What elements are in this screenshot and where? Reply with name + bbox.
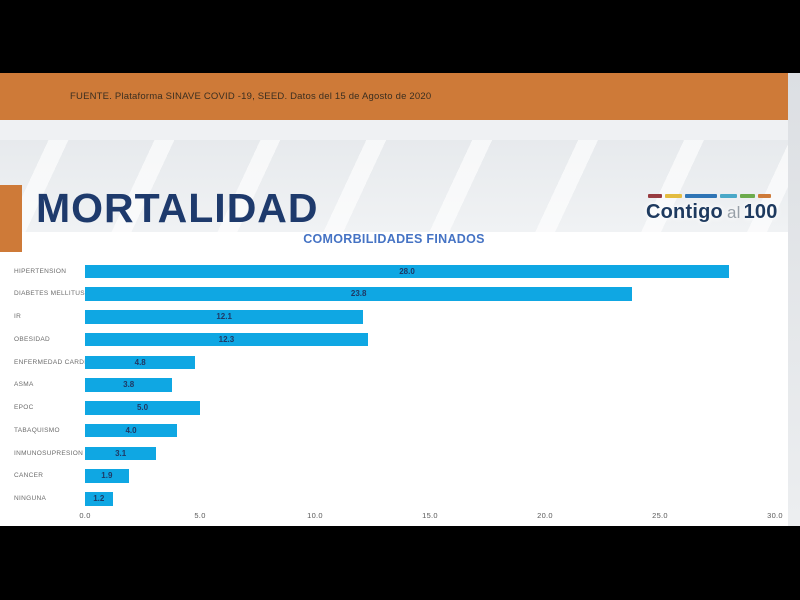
plot-area: HIPERTENSION 28.0 DIABETES MELLITUS 23.8 IR 1…	[0, 261, 788, 509]
bar	[85, 401, 200, 415]
bar-value-label: 23.8	[350, 289, 367, 299]
bar	[85, 446, 157, 460]
category-label: DIABETES MELLITUS	[14, 290, 85, 298]
logo-dash	[720, 194, 737, 198]
bar-value-label: 1.2	[93, 494, 105, 503]
bar-value-label: 5.0	[136, 403, 149, 412]
chart-row: HIPERTENSION 28.0	[0, 264, 788, 279]
x-axis-tick: 20.0	[537, 511, 553, 520]
category-label: OBESIDAD	[14, 335, 50, 343]
logo-word-contigo: Contigo	[646, 200, 723, 223]
letterbox-top	[0, 0, 800, 73]
category-label: HIPERTENSION	[14, 267, 67, 275]
chart-row: ENFERMEDAD CARDIACA 4.8	[0, 355, 788, 370]
chart-row: DIABETES MELLITUS 23.8	[0, 287, 788, 301]
x-axis-tick: 5.0	[194, 511, 206, 520]
source-banner: FUENTE. Plataforma SINAVE COVID -19, SEE…	[0, 73, 793, 120]
logo-dash	[740, 194, 755, 198]
category-label: IR	[14, 313, 22, 320]
category-label: NINGUNA	[14, 495, 47, 502]
bar-value-label: 4.8	[134, 357, 146, 367]
logo-dash	[758, 194, 771, 198]
category-label: ENFERMEDAD CARDIACA	[14, 358, 101, 366]
slide-top-strip	[0, 120, 788, 140]
chart-row: IR 12.1	[0, 310, 788, 324]
bar-value-label: 28.0	[399, 266, 415, 276]
right-edge-strip	[788, 73, 800, 526]
bar	[85, 492, 113, 506]
letterbox-bottom	[0, 526, 800, 600]
bar-value-label: 12.3	[218, 334, 235, 344]
x-axis-tick: 30.0	[767, 511, 783, 520]
bar	[85, 423, 177, 438]
category-label: CANCER	[14, 472, 44, 480]
x-axis-tick: 0.0	[79, 511, 91, 520]
logo-dashes	[648, 194, 776, 198]
slide-header-band: MORTALIDAD Contigo al 100	[0, 140, 788, 252]
bar	[85, 310, 364, 324]
x-axis-tick: 25.0	[652, 511, 668, 520]
category-label: ASMA	[14, 381, 34, 389]
contigo-al-100-logo: Contigo al 100	[646, 194, 778, 224]
bar	[85, 378, 173, 392]
category-label: INMUNOSUPRESION	[14, 449, 84, 457]
logo-dash	[685, 194, 717, 198]
bar-value-label: 4.0	[125, 425, 137, 435]
bar	[85, 264, 729, 278]
source-text: FUENTE. Plataforma SINAVE COVID -19, SEE…	[70, 91, 432, 102]
bar-value-label: 3.8	[123, 380, 135, 390]
chart-row: CANCER 1.9	[0, 469, 788, 483]
bar-value-label: 1.9	[101, 471, 113, 481]
bar	[85, 355, 196, 369]
chart-row: TABAQUISMO 4.0	[0, 423, 788, 438]
chart-row: EPOC 5.0	[0, 401, 788, 415]
orange-accent-bar	[0, 185, 22, 252]
slide-title: MORTALIDAD	[36, 185, 319, 231]
logo-dash	[648, 194, 662, 198]
x-axis-tick: 15.0	[422, 511, 438, 520]
slide: MORTALIDAD Contigo al 100 COMORBILIDADES F…	[0, 120, 788, 526]
category-label: EPOC	[14, 404, 34, 411]
chart-title: COMORBILIDADES FINADOS	[303, 232, 485, 246]
chart-row: OBESIDAD 12.3	[0, 332, 788, 347]
logo-text: Contigo al 100	[646, 200, 778, 224]
logo-word-100: 100	[743, 200, 778, 223]
x-axis: 0.0 5.0 10.0 15.0 20.0 25.0 30.0	[0, 511, 788, 525]
bar-value-label: 3.1	[115, 448, 127, 458]
logo-word-al: al	[726, 202, 741, 222]
chart-row: INMUNOSUPRESION 3.1	[0, 446, 788, 461]
logo-dash	[665, 194, 682, 198]
bar	[85, 287, 633, 301]
bar	[85, 332, 368, 347]
x-axis-tick: 10.0	[307, 511, 323, 520]
bar-value-label: 12.1	[216, 312, 232, 321]
chart-row: ASMA 3.8	[0, 378, 788, 392]
chart-row: NINGUNA 1.2	[0, 492, 788, 506]
bar	[85, 469, 129, 483]
category-label: TABAQUISMO	[14, 426, 60, 434]
